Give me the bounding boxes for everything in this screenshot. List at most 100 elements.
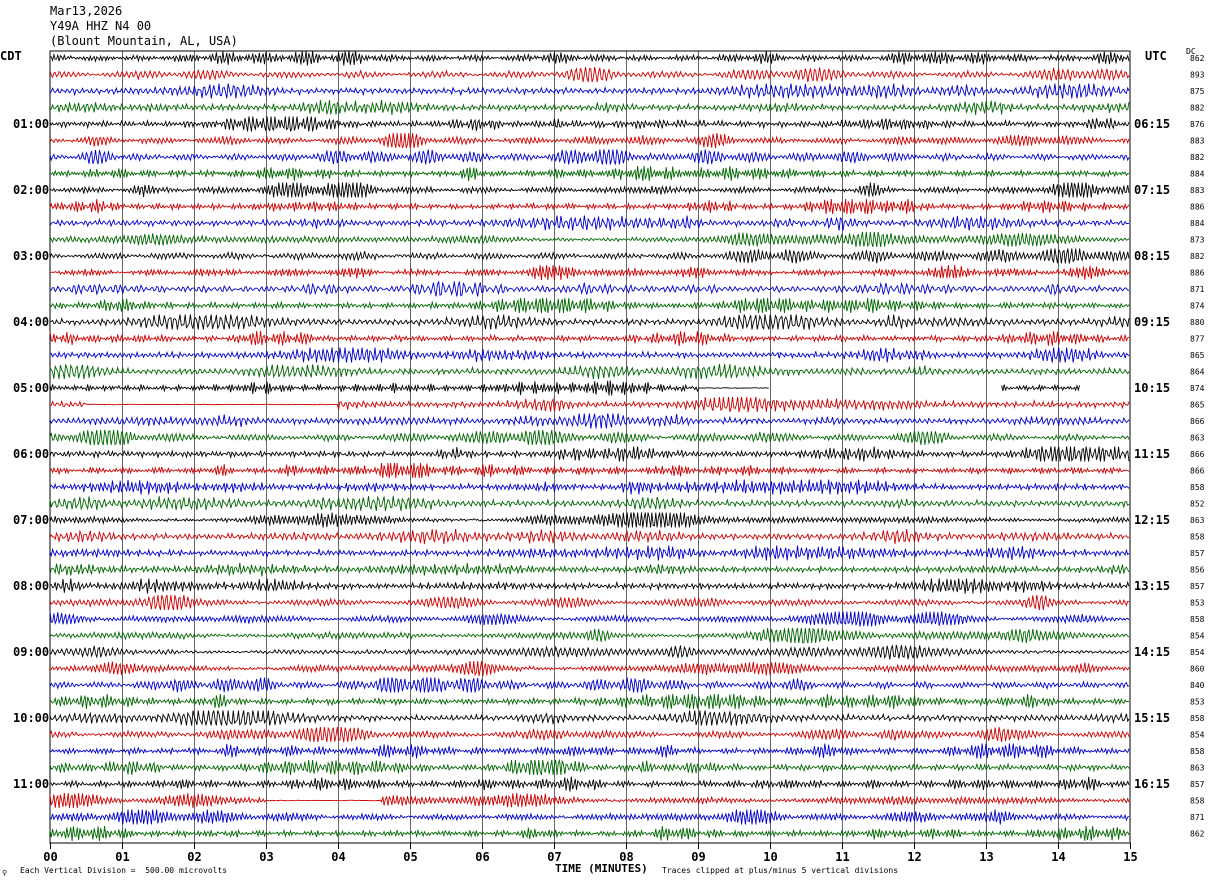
x-tick-label: 06	[475, 850, 489, 864]
seismic-trace	[49, 182, 1130, 198]
seismic-trace	[49, 462, 1130, 479]
x-tick-label: 01	[115, 850, 129, 864]
dc-offset-label: 886	[1190, 269, 1205, 278]
dc-offset-label: 858	[1190, 483, 1205, 492]
scale-note: Each Vertical Division = 500.00 microvol…	[20, 866, 228, 875]
seismic-trace	[49, 116, 1130, 132]
left-hour-label: 02:00	[13, 183, 49, 197]
left-hour-label: 01:00	[13, 117, 49, 131]
left-hour-label: 10:00	[13, 711, 49, 725]
right-hour-label: 08:15	[1134, 249, 1170, 263]
seismic-trace	[49, 215, 1130, 231]
right-hour-label: 11:15	[1134, 447, 1170, 461]
dc-offset-header: DC	[1186, 47, 1196, 56]
dc-offset-label: 873	[1190, 236, 1205, 245]
left-hour-label: 06:00	[13, 447, 49, 461]
x-tick-label: 00	[43, 850, 57, 864]
left-hour-label: 11:00	[13, 777, 49, 791]
dc-offset-label: 871	[1190, 813, 1205, 822]
right-hour-label: 12:15	[1134, 513, 1170, 527]
right-hour-label: 16:15	[1134, 777, 1170, 791]
dc-offset-label: 854	[1190, 648, 1205, 657]
dc-offset-label: 862	[1190, 54, 1205, 63]
x-tick-label: 02	[187, 850, 201, 864]
dc-offset-label: 882	[1190, 104, 1205, 113]
dc-offset-label: 882	[1190, 153, 1205, 162]
x-tick-label: 15	[1123, 850, 1137, 864]
seismic-trace	[49, 165, 1130, 182]
seismic-trace	[49, 149, 1130, 165]
dc-offset-label: 877	[1190, 335, 1205, 344]
x-tick-label: 04	[331, 850, 345, 864]
x-tick-label: 13	[979, 850, 993, 864]
x-tick-label: 05	[403, 850, 417, 864]
dc-offset-label: 893	[1190, 71, 1205, 80]
station-location: (Blount Mountain, AL, USA)	[50, 34, 238, 48]
seismic-trace	[49, 528, 1130, 545]
dc-offset-label: 853	[1190, 698, 1205, 707]
seismic-trace	[49, 280, 1130, 297]
seismic-trace	[49, 512, 1130, 528]
seismic-trace	[50, 644, 1130, 660]
x-tick-label: 03	[259, 850, 273, 864]
x-tick-label: 10	[763, 850, 777, 864]
x-tick-label: 08	[619, 850, 633, 864]
right-hour-label: 09:15	[1134, 315, 1170, 329]
dc-offset-label: 875	[1190, 87, 1205, 96]
seismic-trace	[49, 495, 1130, 512]
dc-offset-label: 863	[1190, 434, 1205, 443]
left-hour-label: 09:00	[13, 645, 49, 659]
dc-offset-label: 874	[1190, 302, 1205, 311]
right-hour-label: 13:15	[1134, 579, 1170, 593]
x-tick-label: 12	[907, 850, 921, 864]
left-hour-label: 08:00	[13, 579, 49, 593]
seismic-trace	[49, 380, 1081, 396]
seismic-trace	[49, 264, 1130, 281]
seismic-trace	[49, 677, 1130, 693]
seismic-trace	[49, 363, 1130, 380]
record-date: Mar13,2026	[50, 4, 123, 18]
station-code: Y49A HHZ N4 00	[50, 19, 152, 33]
seismic-trace	[49, 413, 1130, 429]
x-tick-label: 11	[835, 850, 849, 864]
seismic-trace	[49, 347, 1130, 363]
dc-offset-label: 854	[1190, 731, 1205, 740]
x-tick-label: 14	[1051, 850, 1065, 864]
right-timezone-label: UTC	[1145, 49, 1167, 63]
dc-offset-label: 863	[1190, 764, 1205, 773]
dc-offset-label: 876	[1190, 120, 1205, 129]
dc-offset-label: 862	[1190, 830, 1205, 839]
dc-offset-label: 883	[1190, 186, 1205, 195]
seismic-trace	[49, 83, 1130, 99]
dc-offset-label: 857	[1190, 549, 1205, 558]
seismic-trace	[50, 578, 1130, 594]
seismic-trace	[49, 99, 1130, 116]
logo-mark: ⚲	[2, 869, 8, 877]
dc-offset-label: 865	[1190, 351, 1205, 360]
right-hour-label: 10:15	[1134, 381, 1170, 395]
dc-offset-label: 866	[1190, 450, 1205, 459]
seismic-trace	[49, 743, 1130, 759]
seismic-trace	[49, 710, 1130, 727]
right-hour-label: 06:15	[1134, 117, 1170, 131]
dc-offset-label: 840	[1190, 681, 1205, 690]
seismic-trace	[49, 562, 1130, 577]
seismic-trace	[49, 396, 1130, 413]
dc-offset-label: 853	[1190, 599, 1205, 608]
right-hour-label: 14:15	[1134, 645, 1170, 659]
seismic-trace	[49, 792, 1130, 809]
dc-offset-label: 860	[1190, 665, 1205, 674]
seismic-trace	[49, 758, 1130, 776]
seismic-trace	[49, 231, 1130, 248]
dc-offset-label: 858	[1190, 615, 1205, 624]
right-hour-label: 15:15	[1134, 711, 1170, 725]
seismic-trace	[49, 314, 1130, 331]
seismic-trace	[49, 726, 1130, 743]
dc-offset-label: 864	[1190, 368, 1205, 377]
seismic-trace	[49, 330, 1130, 347]
seismic-trace	[49, 132, 1130, 149]
dc-offset-label: 857	[1190, 582, 1205, 591]
dc-offset-label: 858	[1190, 797, 1205, 806]
seismic-trace	[49, 693, 1130, 710]
